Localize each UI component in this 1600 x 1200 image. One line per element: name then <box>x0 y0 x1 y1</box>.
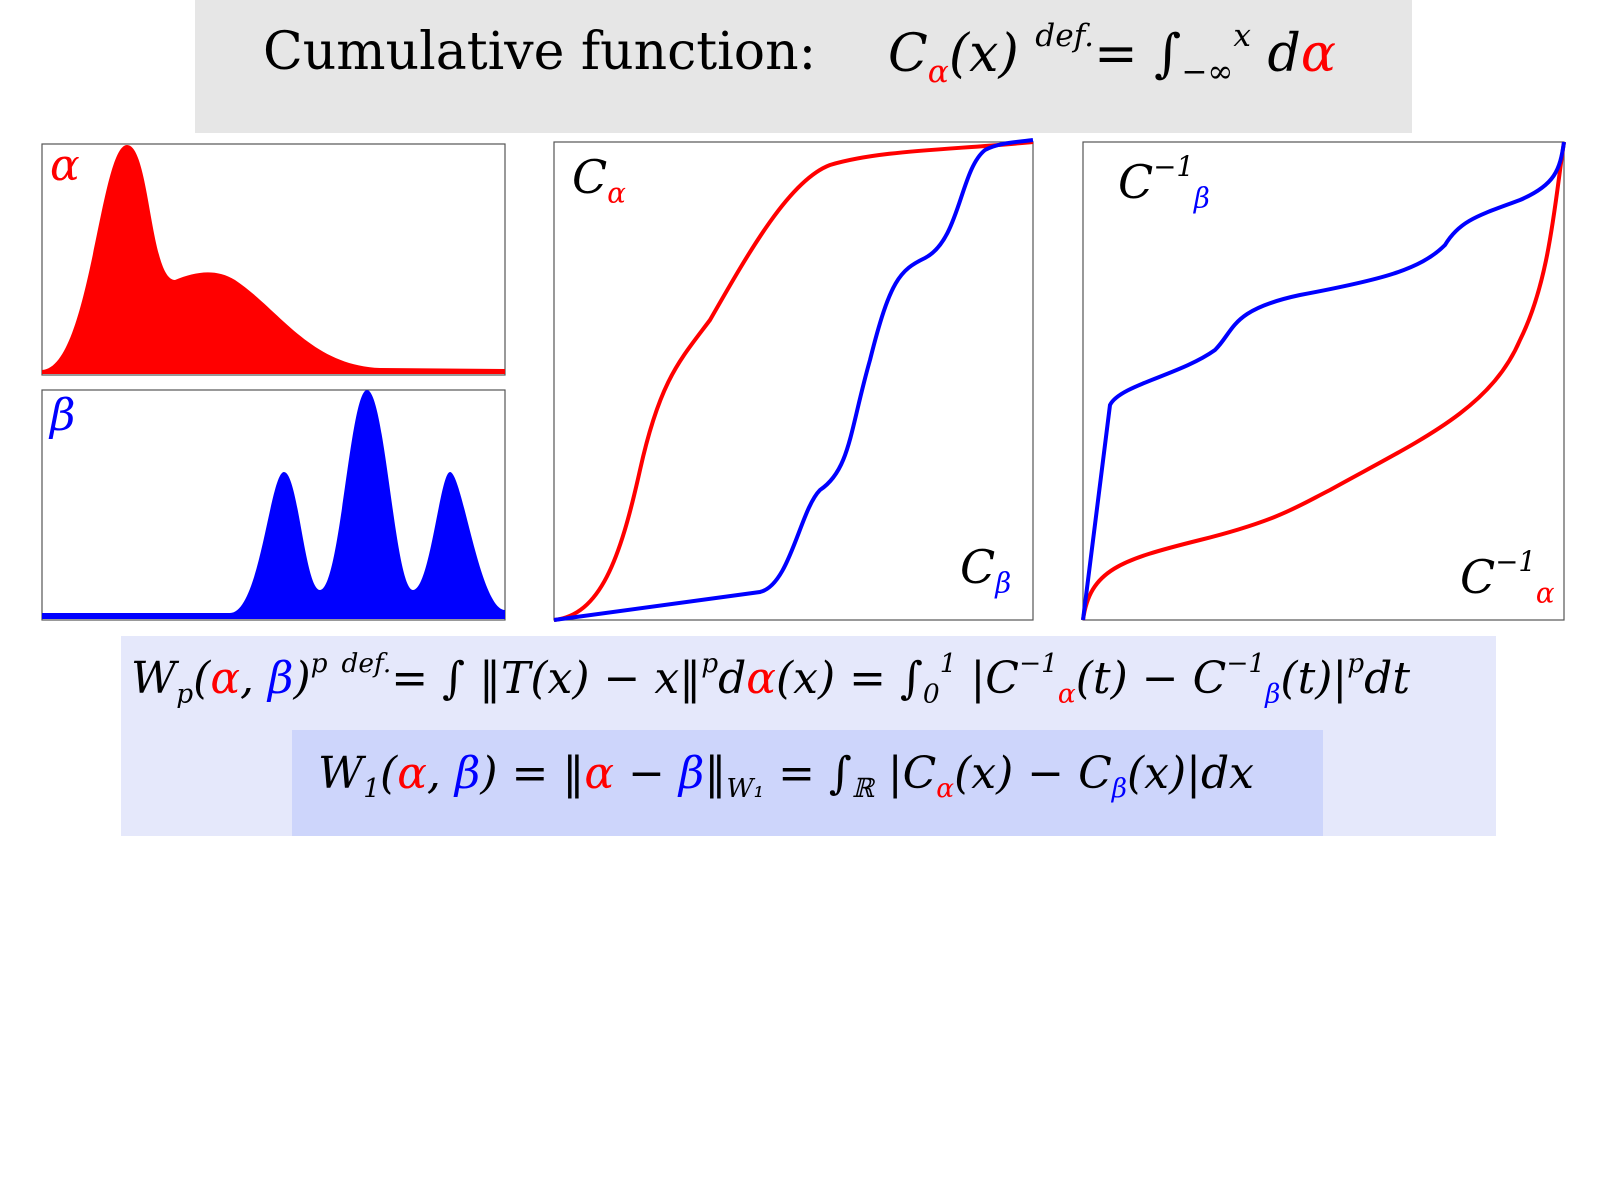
math-segment: (x) <box>948 23 1036 84</box>
math-segment: dt <box>1364 653 1411 705</box>
math-segment: β <box>268 653 294 705</box>
math-segment: α <box>1535 576 1555 610</box>
math-segment: α <box>1057 678 1076 710</box>
math-segment: , <box>426 748 455 799</box>
formula-wasserstein-1: W1(α, β) = ‖α − β‖W₁ = ∫ℝ |Cα(x) − Cβ(x)… <box>318 748 1254 804</box>
plot-label: C−1α <box>1460 545 1555 610</box>
math-segment: def. <box>341 648 392 679</box>
math-segment: W <box>318 748 364 799</box>
beta-density <box>42 390 505 619</box>
math-segment: = ∫ ‖T(x) − x‖ <box>391 653 702 705</box>
math-segment: α <box>936 773 955 805</box>
math-segment: d <box>1250 23 1301 84</box>
math-segment: 1 <box>939 648 957 679</box>
plot-frame <box>41 389 506 621</box>
math-segment: |C <box>873 748 937 799</box>
math-segment: β <box>1265 678 1281 710</box>
header-formula: Cα(x) def.= ∫−∞x dα <box>888 18 1336 90</box>
math-segment: α <box>1300 23 1336 84</box>
math-segment: = ∫ <box>764 748 852 799</box>
plot-label: α <box>50 140 80 191</box>
plot-label: C−1β <box>1118 150 1210 215</box>
plot-label: β <box>50 390 75 441</box>
math-segment: (x) − C <box>954 748 1112 799</box>
math-segment: α <box>50 140 80 191</box>
math-segment: p <box>310 648 328 679</box>
math-segment: p <box>1347 648 1365 679</box>
math-segment: C <box>888 23 928 84</box>
math-segment: −∞ <box>1181 53 1234 90</box>
math-segment: C <box>960 540 996 594</box>
alpha-cdf <box>553 140 1034 622</box>
math-segment: p <box>176 678 194 710</box>
math-segment: −1 <box>1018 648 1058 679</box>
math-segment: C <box>1118 155 1154 210</box>
math-segment: α <box>607 176 626 210</box>
math-segment: d <box>718 653 747 705</box>
math-segment: x <box>1233 18 1251 54</box>
math-segment: W₁ <box>726 773 765 805</box>
math-segment: −1 <box>1226 648 1266 679</box>
math-segment: C <box>572 150 608 204</box>
math-segment <box>328 653 342 704</box>
math-segment: α <box>584 748 615 799</box>
plot-frame <box>41 143 506 376</box>
math-segment: β <box>995 566 1012 600</box>
math-segment: − <box>614 748 679 799</box>
math-segment: −1 <box>1153 150 1194 183</box>
math-segment: −1 <box>1495 545 1536 578</box>
math-segment: (t)| <box>1280 653 1348 705</box>
plot-label: Cβ <box>960 540 1011 600</box>
math-segment: ) <box>293 653 311 705</box>
math-segment: W <box>131 653 177 705</box>
plot-frame <box>1082 141 1565 621</box>
plot-frame <box>553 141 1034 621</box>
math-segment: , <box>240 653 269 705</box>
header-box <box>195 0 1412 133</box>
math-segment: ( <box>380 748 398 799</box>
math-segment: def. <box>1035 18 1095 54</box>
math-segment: p <box>701 648 719 679</box>
formula-inner-box <box>292 730 1323 836</box>
math-segment: β <box>1193 181 1210 215</box>
plot-label: Cα <box>572 150 626 210</box>
math-segment: ‖ <box>704 748 727 799</box>
math-segment: = ∫ <box>1094 23 1182 84</box>
math-segment: α <box>397 748 427 799</box>
math-segment: β <box>1111 773 1128 805</box>
math-segment: (t) − C <box>1075 653 1227 705</box>
math-segment: α <box>746 653 776 705</box>
math-segment: ℝ <box>851 773 874 805</box>
math-segment: (x) = ∫ <box>775 653 923 705</box>
formula-wasserstein-p: Wp(α, β)p def.= ∫ ‖T(x) − x‖pdα(x) = ∫01… <box>131 648 1410 709</box>
math-segment: ( <box>193 653 211 705</box>
math-segment: α <box>927 53 949 90</box>
math-segment: β <box>678 748 705 799</box>
math-segment: α <box>210 653 241 705</box>
beta-cdf <box>553 138 1034 622</box>
math-segment: C <box>1460 550 1496 605</box>
alpha-density <box>42 145 505 374</box>
header-title: Cumulative function: <box>263 22 817 82</box>
beta-inverse-cdf <box>1081 141 1566 621</box>
math-segment: 1 <box>363 773 381 805</box>
math-segment: β <box>50 390 76 441</box>
math-segment: |C <box>956 653 1019 705</box>
math-segment: ) = ‖ <box>480 748 585 799</box>
alpha-inverse-cdf <box>1081 141 1566 621</box>
math-segment: 0 <box>922 678 940 710</box>
math-segment: β <box>454 748 481 799</box>
math-segment: (x)|dx <box>1127 748 1254 799</box>
